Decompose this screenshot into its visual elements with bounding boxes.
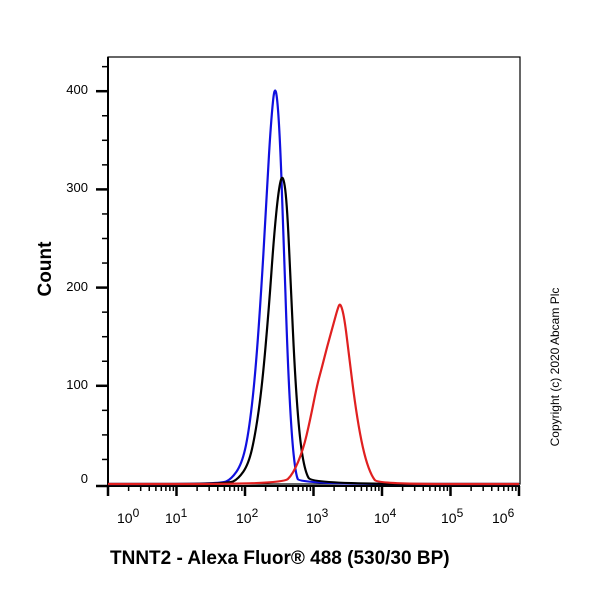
x-tick-label: 100 (117, 506, 140, 526)
y-tick-label: 300 (66, 180, 88, 196)
red-histogram-line (107, 303, 519, 486)
y-axis-ticks (96, 65, 108, 488)
x-axis-ticks (106, 486, 521, 496)
black-histogram-line (107, 176, 519, 486)
x-tick-label: 104 (374, 506, 397, 526)
y-axis-title: Count (35, 241, 56, 297)
x-tick-label: 105 (441, 506, 464, 526)
copyright-notice: Copyright (c) 2020 Abcam Plc (548, 287, 562, 447)
x-tick-label: 106 (492, 506, 515, 526)
y-tick-label: 400 (66, 82, 88, 98)
x-axis-title: TNNT2 - Alexa Fluor® 488 (530/30 BP) (110, 548, 450, 569)
x-tick-label: 103 (306, 506, 329, 526)
histogram-curves (107, 89, 519, 486)
y-tick-label: 0 (80, 471, 88, 486)
x-tick-label: 102 (236, 506, 259, 526)
x-tick-label: 101 (165, 506, 188, 526)
y-tick-label: 100 (66, 376, 88, 392)
blue-histogram-line (107, 89, 519, 486)
plot-border (107, 56, 521, 485)
y-tick-label: 200 (66, 278, 88, 294)
